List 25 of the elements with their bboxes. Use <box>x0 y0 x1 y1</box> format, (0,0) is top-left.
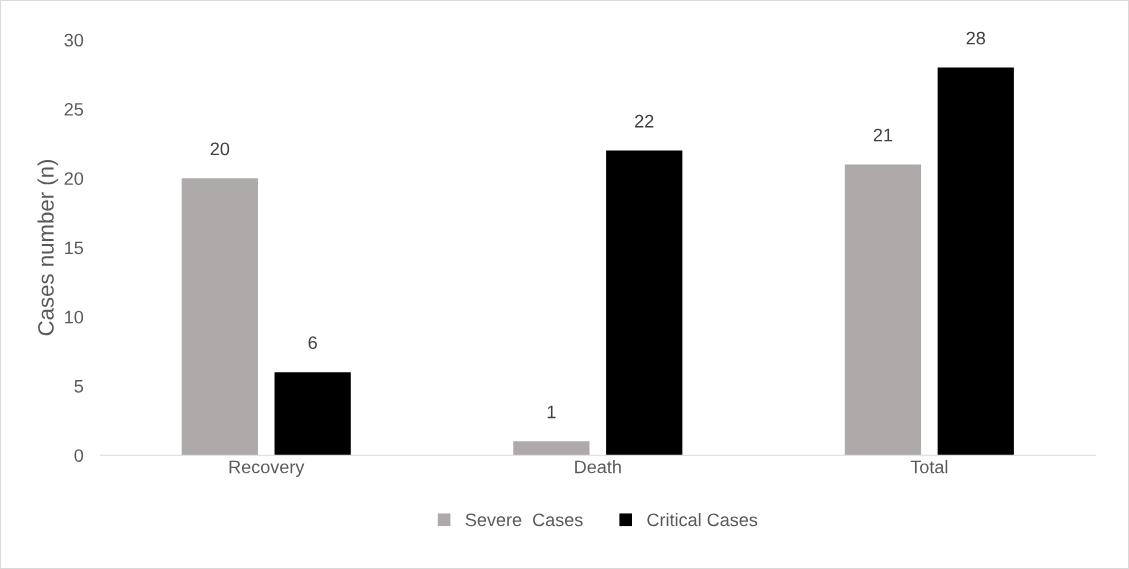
y-tick-label: 5 <box>74 380 84 393</box>
data-label: 1 <box>547 405 556 419</box>
bar <box>274 372 351 456</box>
bar <box>937 67 1014 456</box>
y-tick-label: 25 <box>64 102 84 116</box>
data-label: 22 <box>635 114 654 128</box>
data-label: 28 <box>966 31 986 45</box>
y-tick-label: 15 <box>65 241 84 255</box>
x-tick-label: Recovery <box>229 460 305 477</box>
bar <box>606 150 683 456</box>
data-label: 20 <box>210 142 230 156</box>
y-tick-label: 0 <box>74 449 84 462</box>
y-tick-label: 30 <box>64 33 84 47</box>
x-tick-label: Death <box>575 460 621 474</box>
y-tick-label: 10 <box>65 310 84 324</box>
data-label: 6 <box>308 336 317 350</box>
bar <box>513 441 590 456</box>
y-axis-title: Cases number (n) <box>37 159 59 336</box>
y-tick-label: 20 <box>64 172 84 186</box>
x-tick-label: Total <box>910 460 948 474</box>
bar <box>844 164 922 456</box>
data-label: 21 <box>873 128 893 142</box>
legend-label: Severe Cases <box>465 513 583 527</box>
legend-label: Critical Cases <box>647 512 758 527</box>
bar <box>181 178 258 456</box>
